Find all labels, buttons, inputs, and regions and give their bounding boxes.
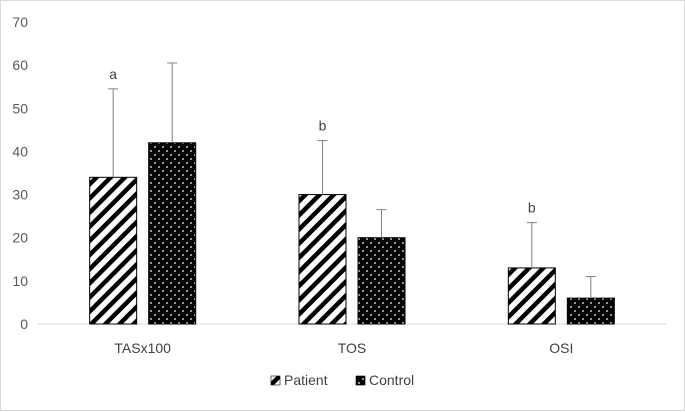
legend-swatch-control: [355, 375, 366, 386]
y-tick-label: 0: [20, 316, 28, 332]
y-tick-label: 10: [12, 273, 28, 289]
significance-letter: a: [109, 66, 117, 82]
legend-label-control: Control: [369, 372, 414, 388]
y-tick-label: 70: [12, 14, 28, 30]
x-category-label: TASx100: [114, 340, 171, 356]
x-category-label: TOS: [338, 340, 367, 356]
bars-layer: [89, 142, 615, 325]
y-tick-label: 40: [12, 143, 28, 159]
x-axis-category-labels: TASx100 TOS OSI: [114, 340, 573, 356]
legend-swatch-patient: [270, 375, 281, 386]
bar-control-osi: [566, 297, 615, 325]
y-tick-label: 20: [12, 230, 28, 246]
legend: Patient Control: [270, 372, 414, 388]
bar-patient-tasx100: [89, 176, 138, 325]
legend-label-patient: Patient: [284, 372, 328, 388]
x-category-label: OSI: [549, 340, 573, 356]
y-tick-label: 60: [12, 57, 28, 73]
y-tick-label: 30: [12, 187, 28, 203]
bar-patient-osi: [507, 267, 556, 325]
significance-letter: b: [528, 200, 536, 216]
significance-letter: b: [319, 118, 327, 134]
error-bars-layer: [108, 62, 596, 299]
y-axis-tick-labels: 0 10 20 30 40 50 60 70: [12, 14, 28, 332]
y-tick-label: 50: [12, 100, 28, 116]
bar-control-tos: [357, 237, 406, 325]
bar-patient-tos: [298, 194, 347, 325]
annotations-layer: a b b: [109, 66, 536, 216]
bar-control-tasx100: [148, 142, 197, 325]
